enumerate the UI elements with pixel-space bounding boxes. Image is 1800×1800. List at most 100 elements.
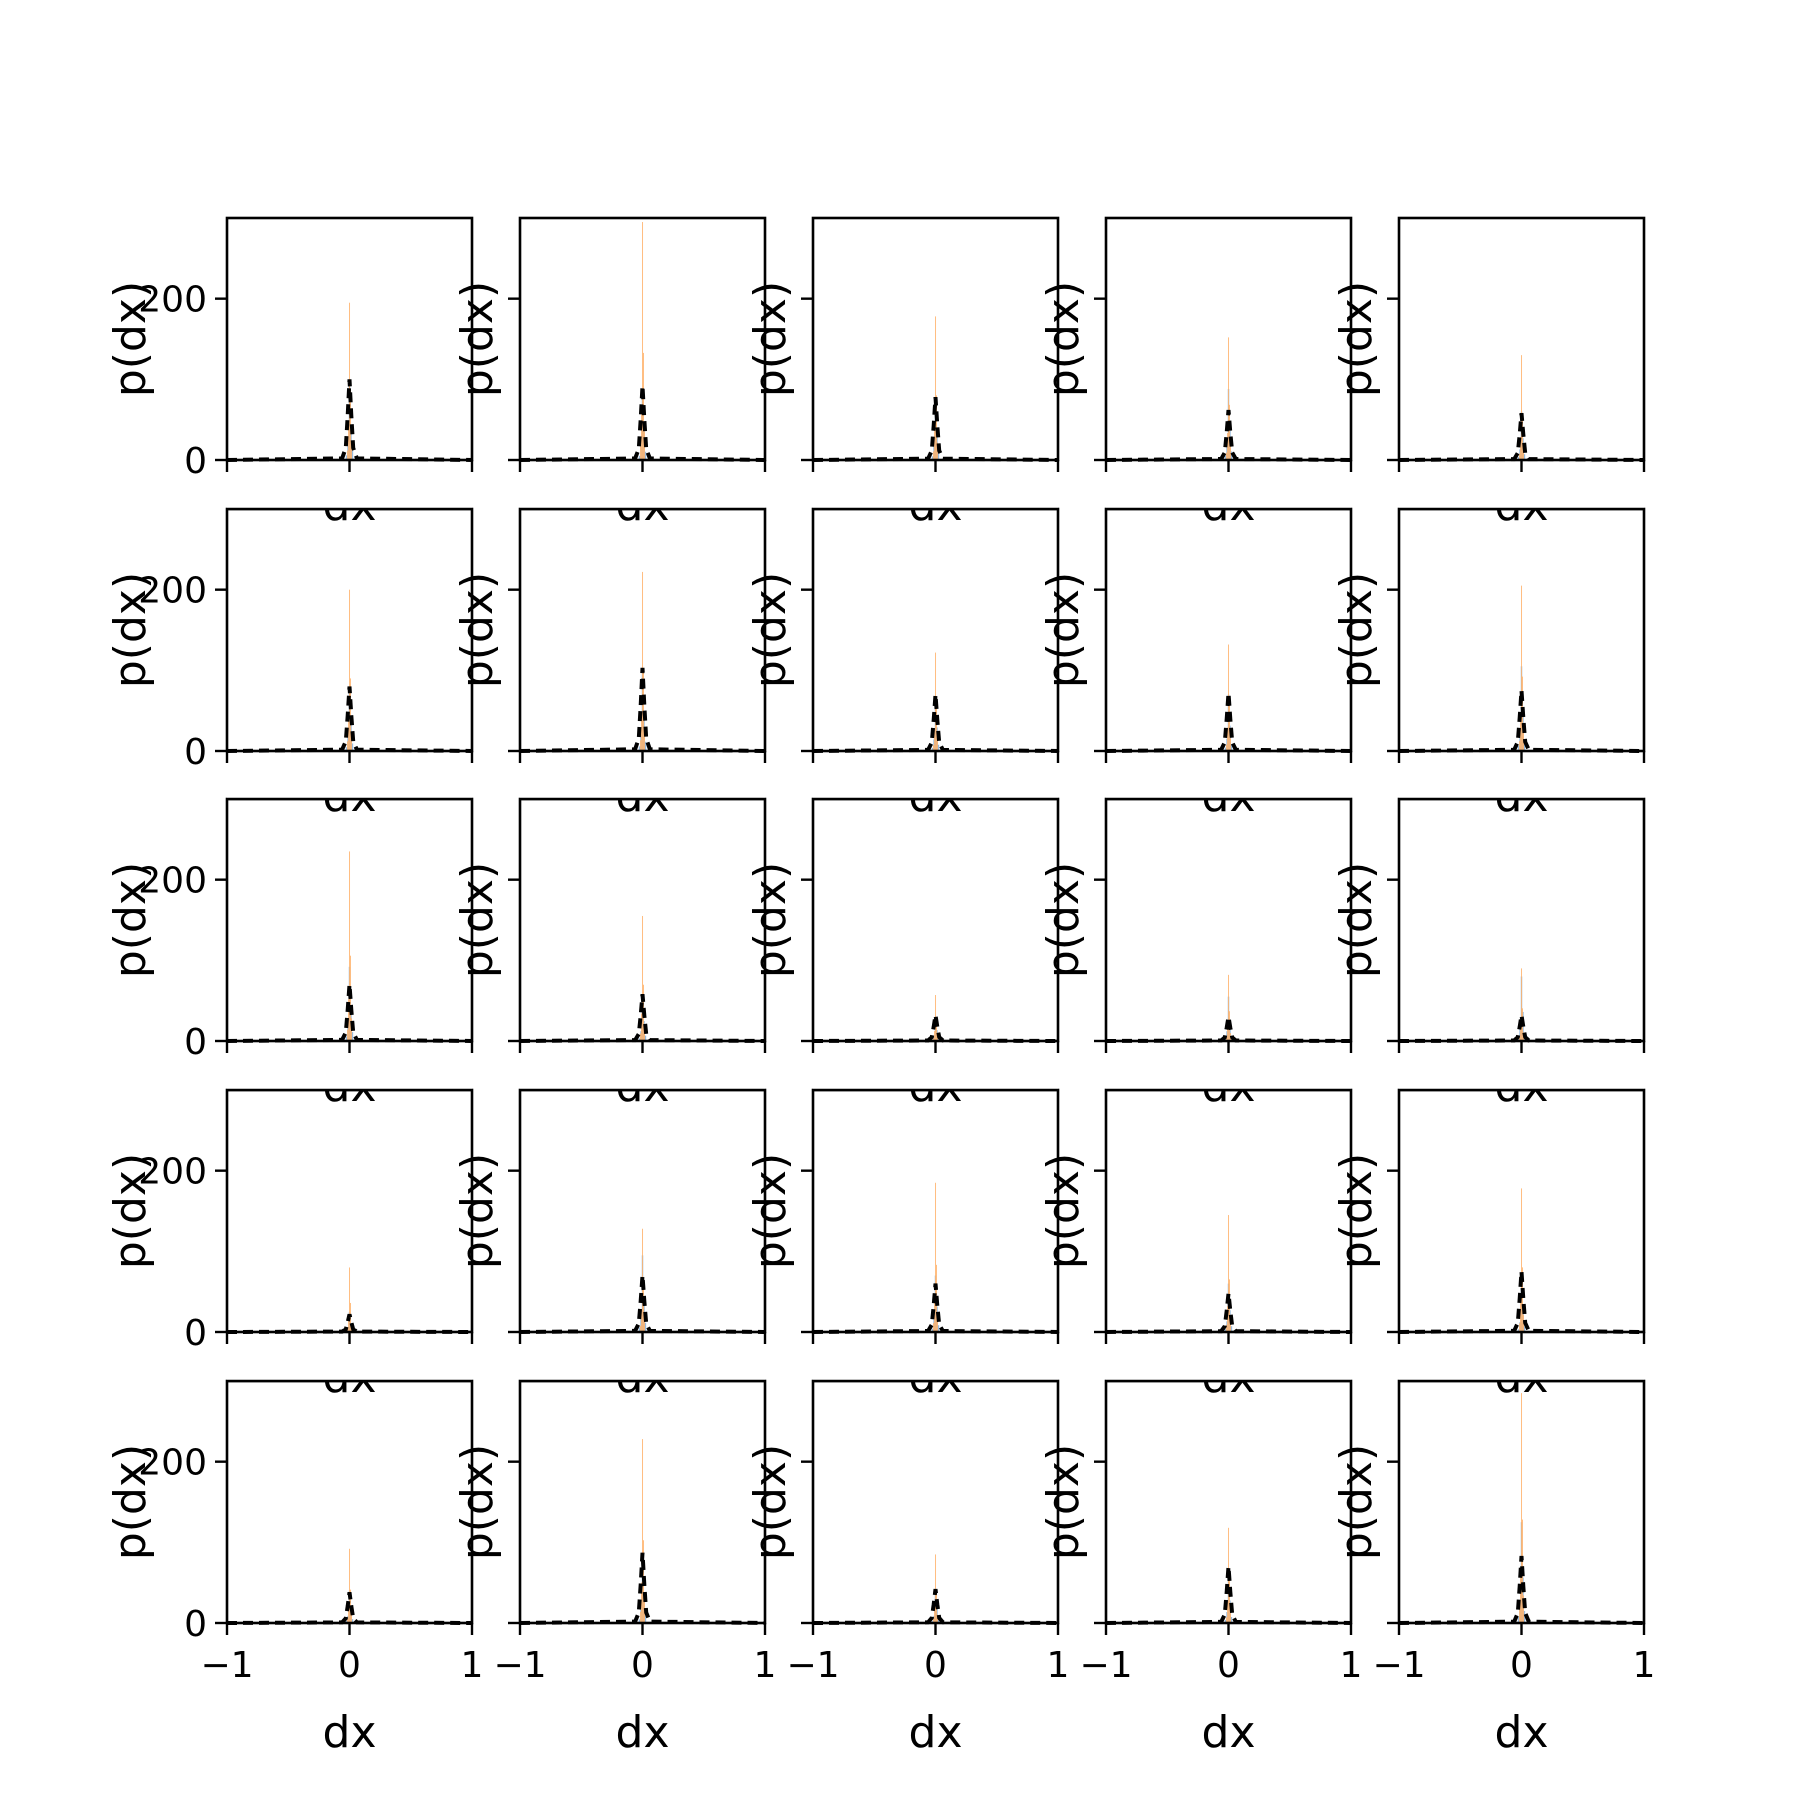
x-tick-label: −1 [493,1645,546,1686]
hist-bar-orange [641,711,643,751]
hist-bar-blue [638,1619,641,1623]
hist-bar-orange [1519,1323,1521,1332]
hist-bar-orange [642,1285,644,1332]
histogram-panel: −1 0 1 dx p(dx) [1331,1379,1656,1758]
hist-bar-blue [351,1619,354,1623]
hist-bar-blue [644,1615,647,1623]
hist-bar-orange [1522,447,1524,460]
hist-bar-blue [644,1035,647,1041]
hist-bar-orange [936,739,938,751]
histogram-panel: dxp(dx) [745,797,1060,1112]
x-tick-label: −1 [1372,1645,1425,1686]
hist-bar-orange [642,571,644,751]
x-axis-label: dx [616,1707,670,1758]
hist-bar-orange [1229,1317,1231,1332]
histogram-panel: dxp(dx) [1331,507,1646,822]
y-tick-label: 0 [184,1313,207,1354]
label-mask [1399,777,1644,799]
y-axis-label: p(dx) [105,862,156,978]
hist-bar-orange [1228,1215,1230,1332]
label-mask [227,487,472,509]
x-tick-label: 0 [924,1645,947,1686]
histogram-panel: dxp(dx) [452,797,767,1112]
hist-bar-orange [1229,738,1231,751]
density-dashed-line [1398,690,1645,753]
x-axis-label: dx [909,1707,963,1758]
histogram-panel: −1 0 1 dx p(dx) [745,1379,1070,1758]
hist-bar-orange [350,1614,352,1623]
density-dashed-line [226,686,473,753]
hist-bar-orange [350,731,352,751]
hist-bar-orange [1228,404,1230,460]
y-axis-label: p(dx) [452,1444,503,1560]
hist-bar-blue [638,1327,641,1332]
y-axis-label: p(dx) [105,572,156,688]
hist-bar-orange [935,706,937,751]
histogram-panel: dxp(dx) [452,1088,767,1403]
density-dashed-line [226,1592,473,1625]
hist-bar-orange [642,222,644,460]
histogram-panel: dxp(dx) [1331,216,1646,531]
hist-bar-orange [1522,1595,1524,1623]
hist-bar-orange [934,428,936,460]
x-tick-label: 1 [1047,1645,1070,1686]
x-tick-label: 1 [1633,1645,1656,1686]
x-tick-label: 0 [1217,1645,1240,1686]
y-tick-label: 200 [138,1152,207,1193]
hist-bar-orange [348,1317,350,1332]
hist-bar-orange [640,1325,642,1332]
hist-bar-orange [641,1013,643,1041]
hist-bar-orange [1519,1036,1521,1041]
hist-bar-blue [1517,745,1520,751]
histogram-panel: dxp(dx) [1038,507,1353,822]
hist-bar-orange [641,1582,643,1623]
hist-bar-blue [931,1328,934,1332]
hist-bar-orange [640,1033,642,1041]
y-axis-label: p(dx) [745,862,796,978]
hist-bar-blue [351,743,354,751]
y-axis-label: p(dx) [452,572,503,688]
density-dashed-line [519,994,766,1043]
hist-bar-blue [1517,457,1520,460]
hist-bar-orange [349,1548,351,1623]
hist-bar-blue [1523,1610,1526,1623]
y-axis-label: p(dx) [1331,862,1382,978]
hist-bar-orange [641,1309,643,1332]
histogram-panel: 0200dxp(dx) [105,797,474,1112]
hist-bar-orange [1226,1037,1228,1041]
hist-bar-blue [644,451,647,460]
hist-bar-orange [642,915,644,1041]
hist-bar-blue [1224,1329,1227,1332]
hist-bar-orange [642,1439,644,1623]
hist-bar-blue [644,741,647,751]
x-tick-label: −1 [1079,1645,1132,1686]
hist-bar-orange [935,1554,937,1623]
hist-bar-orange [641,407,643,460]
hist-bar-orange [936,1035,938,1041]
hist-bar-blue [345,455,348,460]
hist-bar-orange [935,316,937,460]
hist-bar-orange [1226,1617,1228,1623]
y-axis-label: p(dx) [1038,572,1089,688]
density-dashed-line [519,1275,766,1334]
x-tick-label: 1 [1340,1645,1363,1686]
density-dashed-line [812,1588,1059,1625]
hist-bar-orange [1521,968,1523,1041]
y-tick-label: 200 [138,280,207,321]
hist-bar-orange [1521,355,1523,460]
hist-bar-orange [1520,436,1522,460]
histogram-panel: 0200dxp(dx) [105,1088,474,1403]
y-axis-label: p(dx) [452,1153,503,1269]
density-dashed-line [519,1552,766,1625]
y-axis-label: p(dx) [1331,1153,1382,1269]
hist-bar-orange [934,1030,936,1041]
label-mask [1399,1068,1644,1090]
hist-bar-orange [347,1618,349,1623]
label-mask [520,777,765,799]
density-dashed-line [226,984,473,1043]
density-dashed-line [812,396,1059,462]
hist-bar-blue [937,1619,940,1623]
hist-bar-blue [931,747,934,751]
histogram-panel: −1 0 1 dx p(dx) [452,1379,776,1758]
